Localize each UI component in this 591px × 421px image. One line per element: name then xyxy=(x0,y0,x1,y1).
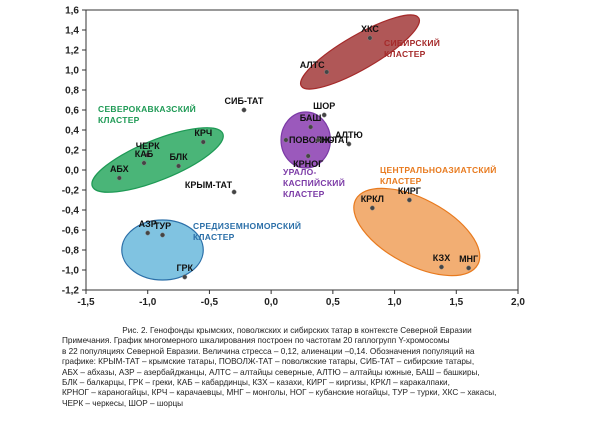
point-label: АЛТЮ xyxy=(335,130,363,140)
y-tick-label: -0,2 xyxy=(62,186,80,197)
point-label: КЗХ xyxy=(433,253,450,263)
data-point xyxy=(200,139,206,145)
y-tick-label: 1,0 xyxy=(65,66,79,77)
point-label: АБХ xyxy=(110,164,129,174)
data-point xyxy=(321,112,327,118)
cluster-label: КЛАСТЕР xyxy=(380,176,422,186)
x-tick-label: 2,0 xyxy=(511,297,525,308)
caption-line-6: КРНОГ – караногайцы, КРЧ – карачаевцы, М… xyxy=(62,388,497,398)
point-label: АЛТС xyxy=(300,60,325,70)
y-tick-label: -0,8 xyxy=(62,246,80,257)
point-label: КАБ xyxy=(135,149,154,159)
x-tick-label: -0,5 xyxy=(201,297,219,308)
caption-line-3: графике: КРЫМ-ТАТ – крымские татары, ПОВ… xyxy=(62,357,475,367)
cluster-label: КЛАСТЕР xyxy=(283,189,325,199)
data-point xyxy=(176,163,182,169)
caption-line-7: ЧЕРК – черкесы, ШОР – шорцы xyxy=(62,398,184,408)
data-point xyxy=(324,69,330,75)
data-point xyxy=(283,137,289,143)
y-tick-label: -0,4 xyxy=(62,206,80,217)
point-label: ГРК xyxy=(176,263,193,273)
y-tick-label: 0,2 xyxy=(65,146,79,157)
point-label: КИРГ xyxy=(398,186,421,196)
cluster-label: КЛАСТЕР xyxy=(193,232,235,242)
x-tick-label: 0,0 xyxy=(264,297,278,308)
point-label: ХКС xyxy=(361,24,379,34)
x-tick-label: 0,5 xyxy=(326,297,340,308)
point-label: ЧЕРК xyxy=(136,141,160,151)
cluster-label: СИБИРСКИЙ xyxy=(384,37,440,48)
caption-title: Рис. 2. Генофонды крымских, поволжских и… xyxy=(122,326,472,335)
point-label: КРЫМ-ТАТ xyxy=(185,180,233,190)
x-tick-label: -1,5 xyxy=(77,297,95,308)
data-point xyxy=(231,189,237,195)
point-label: КРКЛ xyxy=(361,194,384,204)
data-point xyxy=(160,232,165,238)
data-point xyxy=(367,35,373,41)
x-tick-label: -1,0 xyxy=(139,297,157,308)
caption-line-4: АБХ – абхазы, АЗР – азербайджанцы, АЛТС … xyxy=(62,367,480,377)
cluster-ellipse-2 xyxy=(280,111,331,169)
y-tick-label: 1,2 xyxy=(65,46,79,57)
cluster-label: СРЕДИЗЕМНОМОРСКИЙ xyxy=(193,220,301,231)
cluster-ellipse-0 xyxy=(300,14,421,90)
mds-scatter-chart: -1,5 -1,0 -0,5 0,0 0,5 1,0 1,5 2,0 1,6 1,4 1,2 1,0 0… xyxy=(62,6,526,309)
y-tick-label: 0,6 xyxy=(65,106,79,117)
point-label: ШОР xyxy=(313,101,335,111)
y-tick-label: -0,6 xyxy=(62,226,80,237)
caption-line-1: Примечания. График многомерного шкалиров… xyxy=(62,336,450,346)
cluster-ellipse-1 xyxy=(91,127,224,193)
data-point xyxy=(369,205,375,211)
caption-line-2: в 22 популяциях Северной Евразии. Величи… xyxy=(62,346,475,356)
x-tick-label: 1,5 xyxy=(449,297,463,308)
data-point xyxy=(346,141,352,147)
cluster-label: УРАЛО- xyxy=(283,167,317,177)
x-tick-label: 1,0 xyxy=(388,297,402,308)
cluster-label: КАСПИЙСКИЙ xyxy=(283,177,345,188)
point-label: ТУР xyxy=(154,221,171,231)
y-tick-label: 0,0 xyxy=(65,166,79,177)
data-point xyxy=(145,152,151,158)
data-point xyxy=(308,124,314,130)
y-tick-label: 1,6 xyxy=(65,6,79,17)
cluster-ellipse-4 xyxy=(353,187,481,277)
cluster-label: КЛАСТЕР xyxy=(98,115,140,125)
cluster-label: КЛАСТЕР xyxy=(384,49,426,59)
y-tick-label: 1,4 xyxy=(65,26,79,37)
point-label: БАШ xyxy=(300,113,322,123)
cluster-ellipse-3 xyxy=(121,219,204,281)
caption-line-5: БЛК – балкарцы, ГРК – греки, КАБ – кабар… xyxy=(62,378,450,388)
data-point xyxy=(439,264,444,270)
point-label: СИБ-ТАТ xyxy=(225,96,264,106)
data-point xyxy=(466,265,472,271)
figure-caption: Рис. 2. Генофонды крымских, поволжских и… xyxy=(62,326,532,409)
data-point xyxy=(305,153,311,159)
y-tick-label: -1,0 xyxy=(62,266,80,277)
data-point xyxy=(116,175,122,181)
y-tick-label: 0,8 xyxy=(65,86,79,97)
point-label: БЛК xyxy=(170,152,189,162)
point-label: МНГ xyxy=(459,254,478,264)
cluster-label: ЦЕНТРАЛЬНОАЗИАТСКИЙ xyxy=(380,164,497,175)
y-tick-label: -1,2 xyxy=(62,286,80,297)
cluster-label: СЕВЕРОКАВКАЗСКИЙ xyxy=(98,103,196,114)
point-label: КРЧ xyxy=(194,128,212,138)
y-tick-label: 0,4 xyxy=(65,126,79,137)
data-point xyxy=(141,160,147,166)
data-point xyxy=(406,197,412,203)
data-point xyxy=(241,107,247,113)
point-label: НОГ xyxy=(321,135,340,145)
data-point xyxy=(182,274,188,280)
data-point xyxy=(315,137,321,143)
point-label: АЗР xyxy=(139,219,157,229)
point-label: КРНОГ xyxy=(293,159,323,169)
data-point xyxy=(145,230,151,236)
